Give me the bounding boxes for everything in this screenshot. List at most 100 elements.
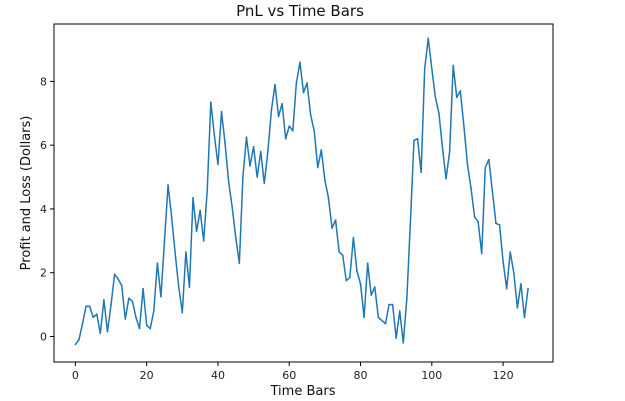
data-point — [195, 230, 198, 233]
data-point — [238, 262, 241, 264]
data-point — [185, 251, 187, 253]
data-point — [316, 166, 319, 169]
x-tick-label: 120 — [493, 369, 514, 382]
data-point — [345, 279, 348, 282]
data-point — [302, 91, 305, 94]
data-point — [373, 286, 376, 288]
data-point — [409, 220, 412, 223]
data-point — [156, 262, 159, 264]
data-point — [391, 303, 394, 306]
data-point — [434, 96, 437, 99]
data-point — [270, 109, 273, 111]
data-point — [488, 158, 490, 161]
data-point — [505, 287, 508, 290]
x-axis: 0 20 40 60 80 100 120 — [72, 362, 514, 382]
data-point — [452, 64, 455, 67]
data-point — [95, 313, 98, 315]
data-point — [138, 327, 141, 330]
data-point — [338, 251, 340, 253]
data-point — [110, 303, 112, 306]
data-point — [78, 338, 80, 341]
data-point — [288, 125, 291, 127]
data-point — [331, 227, 333, 229]
data-point — [484, 166, 487, 169]
data-point — [473, 216, 476, 218]
data-points — [74, 37, 529, 346]
data-point — [245, 136, 248, 138]
y-tick-label: 0 — [40, 330, 47, 343]
data-point — [370, 294, 373, 296]
data-point — [334, 219, 337, 221]
y-axis: 0 2 4 6 8 — [40, 75, 54, 343]
data-point — [128, 297, 130, 300]
data-point — [88, 305, 91, 308]
data-point — [463, 125, 465, 127]
data-point — [103, 299, 105, 301]
data-point — [324, 179, 326, 182]
x-tick-label: 0 — [72, 369, 79, 382]
data-point — [131, 300, 134, 303]
data-point — [170, 216, 173, 218]
data-point — [163, 240, 166, 242]
data-point — [256, 176, 258, 178]
data-point — [502, 260, 504, 263]
data-point — [142, 287, 144, 290]
data-point — [249, 165, 251, 167]
data-point — [470, 187, 472, 190]
data-point — [359, 283, 362, 285]
x-axis-label: Time Bars — [270, 384, 336, 399]
data-point — [81, 322, 84, 325]
data-point — [85, 305, 87, 308]
data-point — [402, 342, 405, 344]
data-point — [224, 142, 226, 145]
data-point — [299, 61, 301, 64]
data-point — [259, 150, 262, 153]
data-point — [398, 310, 401, 312]
data-point — [277, 115, 280, 118]
data-point — [160, 295, 162, 298]
data-point — [477, 220, 479, 223]
data-point — [267, 150, 269, 153]
data-point — [527, 287, 529, 290]
data-point — [217, 163, 219, 166]
data-point — [381, 319, 383, 322]
data-point — [106, 330, 109, 333]
data-point — [388, 303, 390, 306]
data-point — [395, 337, 397, 339]
data-point — [234, 236, 237, 239]
data-point — [352, 236, 355, 239]
data-point — [295, 82, 298, 84]
data-point — [313, 130, 315, 132]
data-point — [220, 110, 223, 113]
data-point — [320, 149, 323, 151]
data-point — [384, 322, 387, 325]
x-tick-label: 20 — [140, 369, 154, 382]
data-point — [192, 196, 194, 199]
data-point — [206, 189, 209, 191]
data-point — [145, 324, 148, 327]
data-point — [495, 222, 497, 225]
data-point — [366, 262, 369, 264]
data-point — [438, 112, 440, 115]
data-point — [124, 318, 127, 320]
data-point — [242, 176, 244, 178]
data-point — [459, 90, 462, 92]
data-point — [455, 96, 458, 99]
data-point — [498, 224, 501, 226]
data-point — [292, 130, 294, 132]
plot-area-frame — [53, 23, 554, 363]
data-point — [441, 147, 444, 150]
data-point — [281, 102, 283, 105]
data-point — [309, 114, 312, 116]
x-tick-label: 40 — [211, 369, 225, 382]
data-point — [491, 190, 494, 193]
data-point — [356, 270, 358, 272]
data-point — [523, 316, 526, 319]
data-point — [263, 182, 266, 185]
data-point — [512, 271, 515, 274]
data-point — [202, 240, 205, 242]
data-point — [74, 343, 77, 346]
data-point — [213, 134, 216, 137]
data-point — [231, 206, 234, 209]
